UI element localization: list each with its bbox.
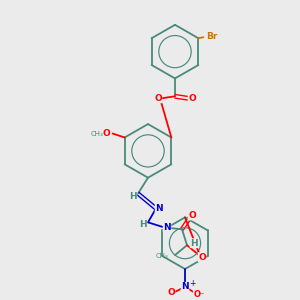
Text: O: O — [188, 211, 196, 220]
Text: O: O — [154, 94, 162, 103]
Text: CH₃: CH₃ — [155, 253, 168, 259]
Text: N: N — [163, 223, 171, 232]
Text: H: H — [129, 192, 137, 201]
Text: O⁻: O⁻ — [193, 290, 205, 299]
Text: N: N — [181, 282, 189, 291]
Text: N: N — [155, 204, 163, 213]
Text: +: + — [189, 279, 195, 288]
Text: O: O — [188, 94, 196, 103]
Text: O: O — [198, 253, 206, 262]
Text: O: O — [167, 288, 175, 297]
Text: CH₃: CH₃ — [90, 130, 103, 136]
Text: O: O — [103, 129, 110, 138]
Text: H: H — [139, 220, 147, 229]
Text: H: H — [190, 239, 198, 248]
Text: Br: Br — [206, 32, 218, 41]
